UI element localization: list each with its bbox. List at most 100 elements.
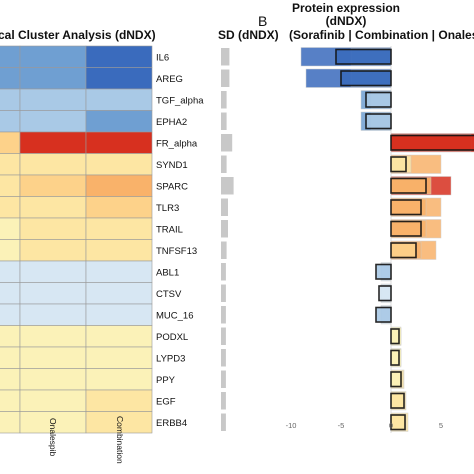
heatmap-cell [19,110,87,133]
protein-bar [375,263,392,280]
row-label: ABL1 [156,267,179,278]
heatmap-cell [19,131,87,154]
row-label: LYPD3 [156,353,185,364]
x-tick-minus-10: -10 [286,421,297,430]
heatmap-cell [19,260,87,283]
sd-bar [221,48,230,66]
heatmap-cell [85,303,153,326]
heatmap-cell [19,196,87,219]
protein-bar [365,91,392,108]
heatmap-cell [0,217,21,240]
row-labels: IL6 AREG TGF_alpha EPHA2 FR_alpha SYND1 SPARC T… [156,52,204,429]
row-label: TRAIL [156,224,183,235]
protein-bar [340,70,392,87]
row-label: ERBB4 [156,418,187,429]
heatmap-cell [0,260,21,283]
row-label: TLR3 [156,203,179,214]
sd-bar [221,349,226,367]
heatmap-cell [19,368,87,391]
heatmap-cell [0,368,21,391]
row-label: IL6 [156,52,169,63]
sd-bar [221,220,228,238]
row-label: CTSV [156,289,182,300]
sd-bar [221,69,230,87]
sd-bar [221,198,228,216]
x-tick-minus-5: -5 [338,421,345,430]
x-tick-5: 5 [439,421,443,430]
heatmap-cell [19,217,87,240]
heatmap-title: cal Cluster Analysis (dNDX) [0,28,156,42]
column-label-combination: Combination [115,416,125,464]
protein-bar [375,306,392,323]
heatmap [0,45,153,434]
panel-b-title-line-3: (Sorafinib | Combination | Onales [289,28,474,42]
bar-chart [300,46,474,433]
heatmap-cell [19,153,87,176]
heatmap-cell [0,239,21,262]
heatmap-cell [85,368,153,391]
heatmap-cell [85,282,153,305]
heatmap-cell [19,282,87,305]
protein-bar [390,392,405,409]
heatmap-cell [85,88,153,111]
protein-bar [335,48,392,65]
sd-bar [221,306,226,324]
panel-b-title-line-1: Protein expression [292,1,400,15]
heatmap-cell [0,174,21,197]
heatmap-cell [85,411,153,434]
heatmap-cell [19,346,87,369]
sd-bar [221,177,234,195]
sd-bar [221,134,233,152]
row-label: EPHA2 [156,117,187,128]
heatmap-cell [85,45,153,68]
panel-b-title-line-2: (dNDX) [326,14,367,28]
heatmap-cell [0,153,21,176]
row-label: EGF [156,396,176,407]
heatmap-cell [0,131,21,154]
protein-bar [390,371,402,388]
sd-title: SD (dNDX) [218,28,279,42]
panel-letter: B [258,13,267,29]
row-label: AREG [156,74,183,85]
heatmap-cell [85,325,153,348]
sd-bars [221,48,234,431]
sd-bar [221,112,227,130]
protein-bar [390,242,417,259]
heatmap-cell [0,45,21,68]
heatmap-cell [85,196,153,219]
protein-bar [390,177,427,194]
heatmap-cell [85,217,153,240]
heatmap-cell [0,411,21,434]
heatmap-cell [85,67,153,90]
column-label-onalespib: Onalespib [48,418,58,457]
row-label: SPARC [156,181,188,192]
row-label: SYND1 [156,160,188,171]
protein-bar [390,349,400,366]
sd-bar [221,155,227,173]
heatmap-cell [19,45,87,68]
row-label: TNFSF13 [156,246,197,257]
heatmap-cell [0,303,21,326]
protein-bar [365,113,392,130]
protein-bar [390,199,422,216]
heatmap-cell [85,239,153,262]
heatmap-cell [0,196,21,219]
row-label: PPY [156,375,176,386]
heatmap-cell [0,110,21,133]
heatmap-cell [19,239,87,262]
heatmap-cell [85,346,153,369]
heatmap-cell [85,153,153,176]
protein-bar [390,328,400,345]
row-label: FR_alpha [156,138,198,149]
x-tick-0: 0 [389,421,393,430]
heatmap-cell [19,389,87,412]
heatmap-cell [85,389,153,412]
heatmap-cell [85,174,153,197]
heatmap-cell [19,325,87,348]
sd-bar [221,91,227,109]
sd-bar [221,327,226,345]
sd-bar [221,392,226,410]
heatmap-cell [0,282,21,305]
heatmap-cell [0,88,21,111]
